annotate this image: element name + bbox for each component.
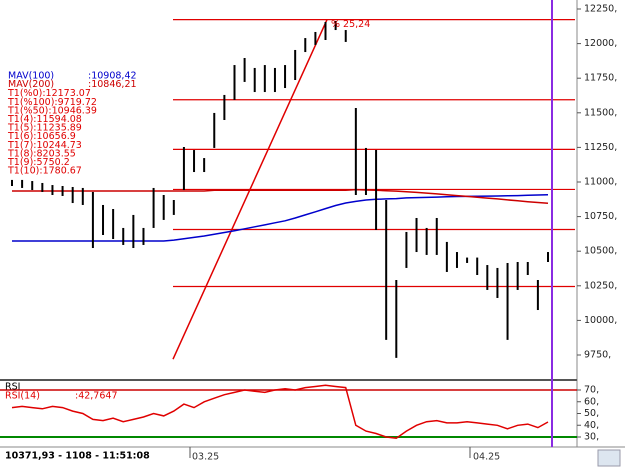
trend-line	[172, 19, 328, 360]
level-name: T1(5):	[7, 122, 37, 133]
y-tick-label: 11750,	[584, 73, 617, 84]
level-value: 12173.07	[46, 88, 91, 99]
level-name: T1(10):	[7, 165, 43, 176]
y-tick-label: 12250,	[584, 4, 617, 15]
legend-value: :10908,42	[88, 71, 137, 82]
rsi-line	[11, 384, 549, 439]
level-name: T1(6):	[7, 131, 37, 142]
level-name: T1(7):	[7, 139, 37, 150]
level-value: 5750.2	[37, 157, 70, 168]
level-value: 10244.73	[37, 139, 82, 150]
legend-level: T1(6):10656.9	[7, 131, 76, 142]
y-tick-label: 11000,	[584, 177, 617, 188]
legend-value: :10846,21	[88, 79, 137, 90]
status-text: 10371,93 - 1108 - 11:51:08	[5, 451, 150, 462]
level-value: 1780.67	[43, 165, 82, 176]
y-tick-label: 11250,	[584, 142, 617, 153]
level-name: T1(4):	[7, 114, 37, 125]
y-tick-label: 9750,	[584, 350, 611, 361]
y-tick-label: 10000,	[584, 315, 617, 326]
y-tick-label: 10500,	[584, 246, 617, 257]
legend-level: T1(7):10244.73	[7, 139, 82, 150]
moving-average-line	[12, 188, 549, 205]
legend-name: MAV(100)	[8, 71, 54, 82]
level-value: 11235.89	[37, 122, 82, 133]
annotation: % 25,24	[331, 19, 370, 30]
rsi-y-tick-label: 70,	[584, 385, 599, 396]
rsi-y-tick-label: 60,	[584, 396, 599, 407]
y-tick-label: 10250,	[584, 280, 617, 291]
legend-name: MAV(200)	[8, 79, 54, 90]
legend-level: T1(5):11235.89	[7, 122, 82, 133]
rsi-y-tick-label: 50,	[584, 408, 599, 419]
legend-level: T1(10):1780.67	[7, 165, 82, 176]
level-name: T1(%0):	[7, 88, 46, 99]
rsi-title: RSI	[5, 382, 20, 393]
level-value: 8203.55	[37, 148, 76, 159]
legend-level: T1(9):5750.2	[7, 157, 70, 168]
rsi-value: :42,7647	[75, 391, 118, 402]
y-tick-label: 12000,	[584, 38, 617, 49]
corner-icon[interactable]	[597, 449, 621, 467]
rsi-y-tick-label: 30,	[584, 432, 599, 443]
level-value: 11594.08	[37, 114, 82, 125]
rsi-name: RSI(14)	[5, 391, 40, 402]
level-name: T1(%100):	[7, 96, 58, 107]
y-tick-label: 11500,	[584, 107, 617, 118]
legend-level: T1(%50):10946.39	[7, 105, 97, 116]
legend-level: T1(8):8203.55	[7, 148, 76, 159]
x-tick-label: 04.25	[473, 452, 500, 463]
level-value: 10656.9	[37, 131, 76, 142]
level-value: 9719.72	[58, 96, 97, 107]
level-value: 10946.39	[52, 105, 97, 116]
level-name: T1(9):	[7, 157, 37, 168]
level-name: T1(%50):	[7, 105, 52, 116]
legend-level: T1(%100):9719.72	[7, 96, 97, 107]
level-name: T1(8):	[7, 148, 37, 159]
x-tick-label: 03.25	[192, 452, 219, 463]
y-tick-label: 10750,	[584, 211, 617, 222]
legend-level: T1(4):11594.08	[7, 114, 82, 125]
legend-level: T1(%0):12173.07	[7, 88, 91, 99]
rsi-y-tick-label: 40,	[584, 420, 599, 431]
